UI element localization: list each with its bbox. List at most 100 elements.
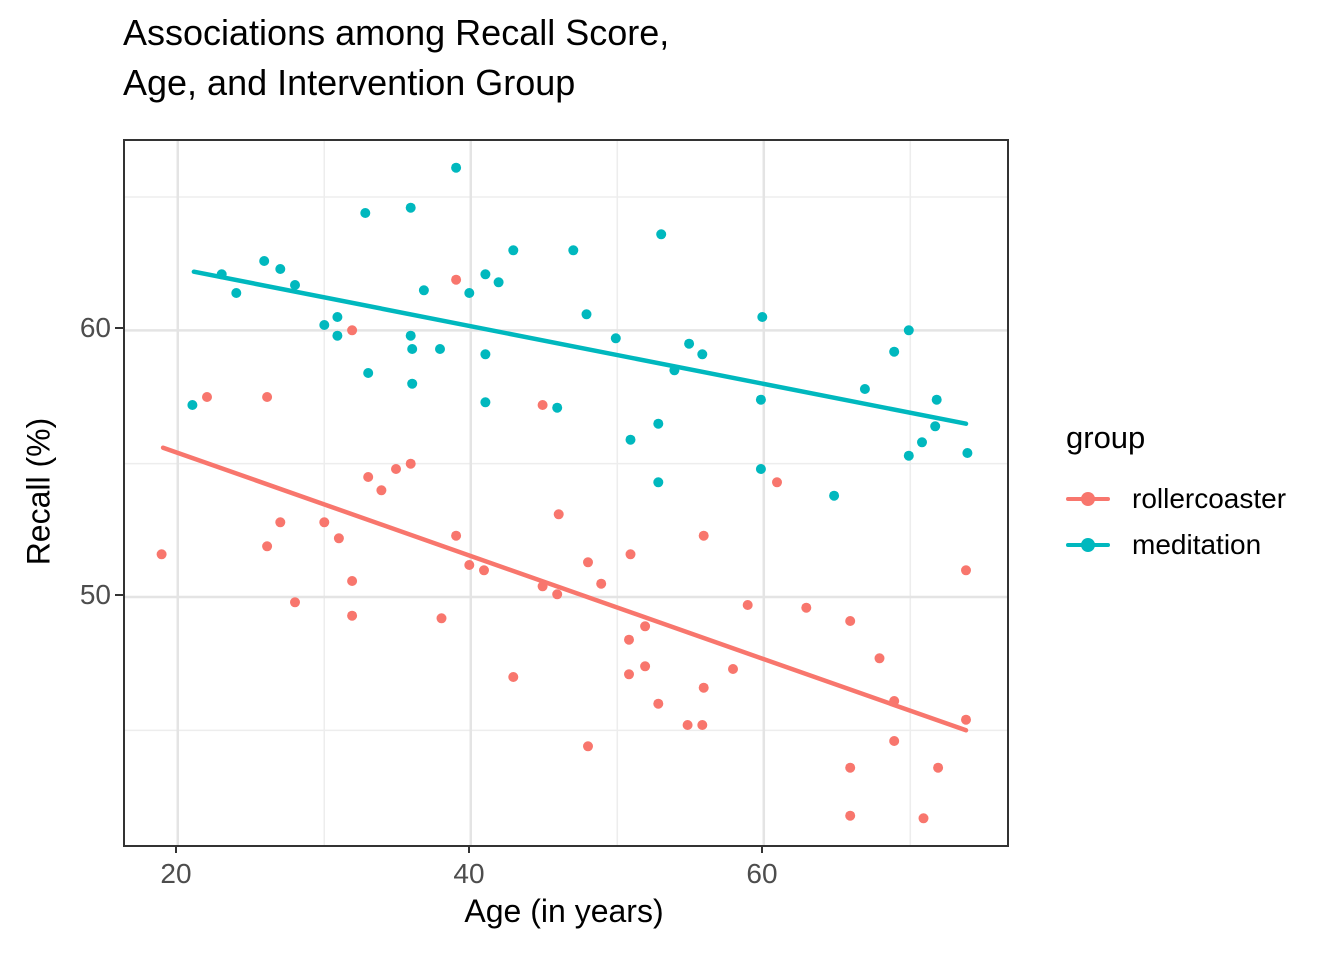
trend-line-rollercoaster — [160, 445, 969, 733]
data-point-meditation — [625, 434, 636, 445]
data-point-rollercoaster — [464, 560, 475, 570]
data-point-rollercoaster — [552, 589, 563, 600]
data-point-meditation — [464, 288, 475, 298]
data-point-meditation — [407, 344, 418, 354]
data-point-rollercoaster — [933, 762, 944, 773]
data-point-meditation — [418, 285, 429, 296]
data-point-rollercoaster — [640, 661, 651, 672]
data-point-rollercoaster — [845, 810, 856, 821]
data-point-meditation — [480, 349, 491, 360]
data-point-meditation — [903, 325, 914, 336]
data-point-meditation — [290, 280, 300, 290]
y-axis-title: Recall (%) — [20, 417, 57, 566]
data-point-rollercoaster — [845, 762, 856, 773]
data-point-rollercoaster — [624, 634, 634, 645]
data-point-meditation — [508, 245, 519, 256]
data-point-meditation — [931, 394, 942, 405]
legend-entry-meditation: meditation — [1066, 529, 1336, 560]
data-point-rollercoaster — [479, 565, 489, 576]
data-point-meditation — [259, 256, 270, 266]
data-point-meditation — [917, 437, 927, 448]
data-point-rollercoaster — [845, 616, 856, 626]
data-point-meditation — [405, 330, 416, 341]
legend-title: group — [1066, 420, 1146, 455]
data-point-rollercoaster — [596, 578, 607, 589]
data-point-meditation — [275, 264, 286, 274]
data-point-rollercoaster — [451, 530, 462, 541]
legend-entry-rollercoaster: rollercoaster — [1066, 483, 1336, 514]
data-point-rollercoaster — [698, 530, 709, 541]
data-point-meditation — [480, 269, 491, 280]
data-point-meditation — [451, 162, 462, 173]
y-tick-label: 60 — [79, 312, 111, 343]
data-point-meditation — [405, 202, 416, 213]
trend-line-meditation — [191, 269, 969, 426]
x-tick-mark — [761, 845, 763, 853]
data-point-meditation — [187, 400, 198, 410]
x-tick-label: 60 — [746, 858, 778, 889]
data-point-rollercoaster — [961, 714, 971, 725]
data-point-rollercoaster — [262, 392, 273, 402]
data-point-rollercoaster — [697, 720, 708, 730]
data-point-rollercoaster — [640, 621, 651, 632]
data-point-meditation — [480, 397, 491, 408]
y-tick-mark — [115, 594, 123, 596]
x-axis-title: Age (in years) — [464, 893, 664, 929]
x-tick-label: 40 — [453, 858, 485, 889]
y-tick-label: 50 — [79, 579, 111, 610]
legend-dot-swatch — [1081, 538, 1095, 552]
data-point-meditation — [363, 368, 374, 378]
data-point-meditation — [568, 245, 579, 256]
data-point-rollercoaster — [537, 400, 548, 410]
data-point-meditation — [332, 312, 343, 322]
data-point-meditation — [962, 448, 973, 458]
data-point-meditation — [581, 309, 592, 320]
data-point-rollercoaster — [290, 597, 300, 608]
data-point-meditation — [653, 418, 664, 429]
data-point-rollercoaster — [347, 325, 358, 336]
data-point-meditation — [610, 333, 621, 344]
data-point-rollercoaster — [772, 477, 782, 488]
data-point-rollercoaster — [961, 565, 971, 576]
data-point-meditation — [684, 338, 695, 349]
legend-dot-swatch — [1081, 492, 1095, 506]
legend-key-meditation-icon — [1066, 530, 1110, 560]
data-point-rollercoaster — [918, 813, 929, 824]
data-point-meditation — [231, 288, 242, 298]
data-point-rollercoaster — [682, 720, 693, 730]
data-point-meditation — [360, 208, 371, 218]
data-point-meditation — [755, 464, 766, 474]
data-point-rollercoaster — [583, 557, 593, 568]
data-point-rollercoaster — [874, 653, 885, 664]
data-point-rollercoaster — [451, 274, 462, 285]
data-point-rollercoaster — [742, 600, 753, 610]
data-point-rollercoaster — [698, 682, 709, 693]
data-point-rollercoaster — [376, 485, 387, 496]
data-point-rollercoaster — [156, 549, 167, 560]
data-point-rollercoaster — [363, 472, 374, 482]
data-point-rollercoaster — [436, 613, 447, 624]
data-point-rollercoaster — [275, 517, 286, 528]
legend-label-meditation: meditation — [1132, 529, 1262, 560]
data-point-meditation — [552, 402, 563, 413]
legend-key-rollercoaster-icon — [1066, 484, 1110, 514]
data-point-meditation — [829, 490, 840, 501]
data-point-meditation — [656, 229, 667, 240]
data-point-rollercoaster — [553, 509, 564, 520]
data-point-rollercoaster — [405, 458, 416, 469]
data-point-rollercoaster — [801, 602, 812, 613]
chart-title-line1: Associations among Recall Score, — [123, 12, 670, 53]
data-point-rollercoaster — [624, 669, 634, 680]
data-point-rollercoaster — [625, 549, 636, 560]
data-point-rollercoaster — [508, 672, 519, 682]
data-point-rollercoaster — [583, 741, 593, 752]
data-point-meditation — [493, 277, 504, 288]
chart-title-line2: Age, and Intervention Group — [123, 62, 576, 103]
legend: group rollercoaster meditation — [1066, 420, 1336, 576]
data-point-meditation — [407, 378, 418, 389]
data-point-rollercoaster — [889, 736, 900, 746]
data-point-rollercoaster — [319, 517, 330, 528]
data-point-meditation — [757, 312, 768, 322]
data-point-rollercoaster — [653, 698, 664, 709]
data-point-meditation — [903, 450, 914, 461]
